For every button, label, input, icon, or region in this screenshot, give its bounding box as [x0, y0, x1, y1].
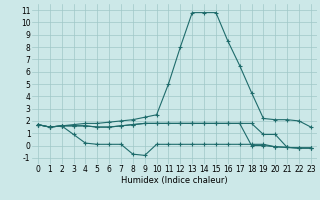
X-axis label: Humidex (Indice chaleur): Humidex (Indice chaleur) [121, 176, 228, 185]
